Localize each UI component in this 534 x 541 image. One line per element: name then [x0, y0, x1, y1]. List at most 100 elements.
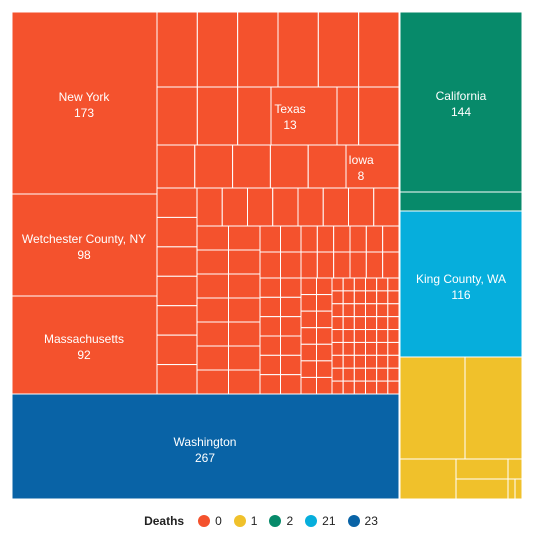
treemap-tile-78[interactable] — [316, 294, 333, 312]
treemap-tile-115[interactable] — [353, 329, 367, 343]
treemap-tile-119[interactable] — [331, 341, 344, 356]
treemap-tile-118[interactable] — [387, 329, 400, 343]
treemap-tile-114[interactable] — [342, 329, 355, 343]
treemap-tile-17[interactable] — [307, 144, 347, 189]
treemap-tile-5[interactable] — [317, 11, 360, 88]
treemap-tile-38[interactable] — [228, 273, 261, 299]
treemap-tile-96[interactable] — [342, 290, 355, 305]
treemap-tile-77[interactable] — [300, 294, 317, 312]
treemap-tile-97[interactable] — [353, 290, 367, 305]
treemap-tile-102[interactable] — [342, 303, 355, 318]
treemap-tile-26[interactable] — [156, 187, 198, 218]
tile-wetchester-county[interactable] — [11, 193, 158, 297]
treemap-tile-90[interactable] — [342, 277, 355, 292]
treemap-tile-43[interactable] — [196, 345, 229, 371]
treemap-tile-126[interactable] — [342, 354, 355, 369]
treemap-tile-8[interactable] — [196, 86, 239, 146]
treemap-tile-103[interactable] — [353, 303, 367, 318]
treemap-tile-27[interactable] — [156, 216, 198, 248]
treemap-tile-70[interactable] — [316, 251, 335, 279]
treemap-tile-74[interactable] — [382, 251, 400, 279]
treemap-tile-127[interactable] — [353, 354, 367, 369]
treemap-tile-91[interactable] — [353, 277, 367, 292]
treemap-tile-52[interactable] — [280, 277, 302, 298]
tile-yellow-2[interactable] — [464, 356, 523, 460]
treemap-tile-72[interactable] — [349, 251, 367, 279]
treemap-tile-98[interactable] — [365, 290, 378, 305]
tile-yellow-7[interactable] — [507, 478, 516, 500]
legend-item-2[interactable]: 2 — [269, 514, 293, 528]
tile-king-county[interactable] — [399, 210, 523, 358]
tile-yellow-6[interactable] — [507, 458, 523, 480]
treemap-tile-80[interactable] — [316, 310, 333, 329]
treemap-tile-34[interactable] — [228, 225, 261, 251]
treemap-tile-15[interactable] — [232, 144, 271, 189]
treemap-tile-50[interactable] — [280, 251, 302, 279]
treemap-tile-2[interactable] — [196, 11, 239, 88]
treemap-tile-138[interactable] — [342, 380, 355, 395]
tile-texas[interactable] — [270, 86, 338, 146]
treemap-tile-64[interactable] — [316, 225, 335, 253]
treemap-tile-121[interactable] — [353, 341, 367, 356]
treemap-tile-47[interactable] — [259, 225, 281, 253]
treemap-tile-66[interactable] — [349, 225, 367, 253]
treemap-tile-93[interactable] — [376, 277, 389, 292]
treemap-tile-134[interactable] — [365, 367, 378, 382]
treemap-tile-100[interactable] — [387, 290, 400, 305]
treemap-tile-71[interactable] — [333, 251, 351, 279]
treemap-tile-60[interactable] — [280, 354, 302, 376]
treemap-tile-28[interactable] — [156, 246, 198, 277]
treemap-tile-22[interactable] — [297, 187, 324, 227]
treemap-tile-125[interactable] — [331, 354, 344, 369]
tile-yellow-5[interactable] — [455, 478, 509, 500]
treemap-tile-14[interactable] — [194, 144, 234, 189]
treemap-tile-94[interactable] — [387, 277, 400, 292]
treemap-tile-36[interactable] — [228, 249, 261, 275]
treemap-tile-23[interactable] — [322, 187, 349, 227]
treemap-tile-44[interactable] — [228, 345, 261, 371]
treemap-tile-4[interactable] — [277, 11, 319, 88]
treemap-tile-20[interactable] — [247, 187, 274, 227]
treemap-tile-73[interactable] — [365, 251, 384, 279]
treemap-tile-137[interactable] — [331, 380, 344, 395]
treemap-tile-111[interactable] — [376, 316, 389, 331]
treemap-tile-65[interactable] — [333, 225, 351, 253]
treemap-tile-139[interactable] — [353, 380, 367, 395]
treemap-tile-58[interactable] — [280, 335, 302, 356]
legend-item-3[interactable]: 21 — [305, 514, 336, 528]
treemap-tile-42[interactable] — [228, 321, 261, 347]
tile-massachusetts[interactable] — [11, 295, 158, 395]
treemap-tile-24[interactable] — [348, 187, 375, 227]
treemap-tile-18[interactable] — [196, 187, 223, 227]
treemap-tile-53[interactable] — [259, 296, 281, 318]
treemap-tile-79[interactable] — [300, 310, 317, 329]
treemap-tile-68[interactable] — [382, 225, 400, 253]
treemap-tile-122[interactable] — [365, 341, 378, 356]
treemap-tile-104[interactable] — [365, 303, 378, 318]
treemap-tile-128[interactable] — [365, 354, 378, 369]
treemap-tile-12[interactable] — [358, 86, 400, 146]
legend-item-1[interactable]: 1 — [233, 514, 257, 528]
treemap-tile-84[interactable] — [316, 343, 333, 362]
treemap-tile-45[interactable] — [196, 369, 229, 395]
treemap-tile-140[interactable] — [365, 380, 378, 395]
treemap-tile-117[interactable] — [376, 329, 389, 343]
treemap-tile-31[interactable] — [156, 334, 198, 366]
treemap-tile-62[interactable] — [280, 374, 302, 395]
treemap-tile-116[interactable] — [365, 329, 378, 343]
treemap-tile-54[interactable] — [280, 296, 302, 318]
treemap-tile-48[interactable] — [280, 225, 302, 253]
treemap-tile-25[interactable] — [373, 187, 400, 227]
treemap-tile-82[interactable] — [316, 327, 333, 345]
treemap-tile-105[interactable] — [376, 303, 389, 318]
treemap-tile-120[interactable] — [342, 341, 355, 356]
treemap-tile-124[interactable] — [387, 341, 400, 356]
treemap-tile-99[interactable] — [376, 290, 389, 305]
treemap-tile-21[interactable] — [272, 187, 299, 227]
treemap-tile-30[interactable] — [156, 305, 198, 336]
treemap-tile-16[interactable] — [269, 144, 309, 189]
treemap-tile-59[interactable] — [259, 354, 281, 376]
treemap-tile-113[interactable] — [331, 329, 344, 343]
treemap-tile-57[interactable] — [259, 335, 281, 356]
treemap-tile-6[interactable] — [358, 11, 400, 88]
